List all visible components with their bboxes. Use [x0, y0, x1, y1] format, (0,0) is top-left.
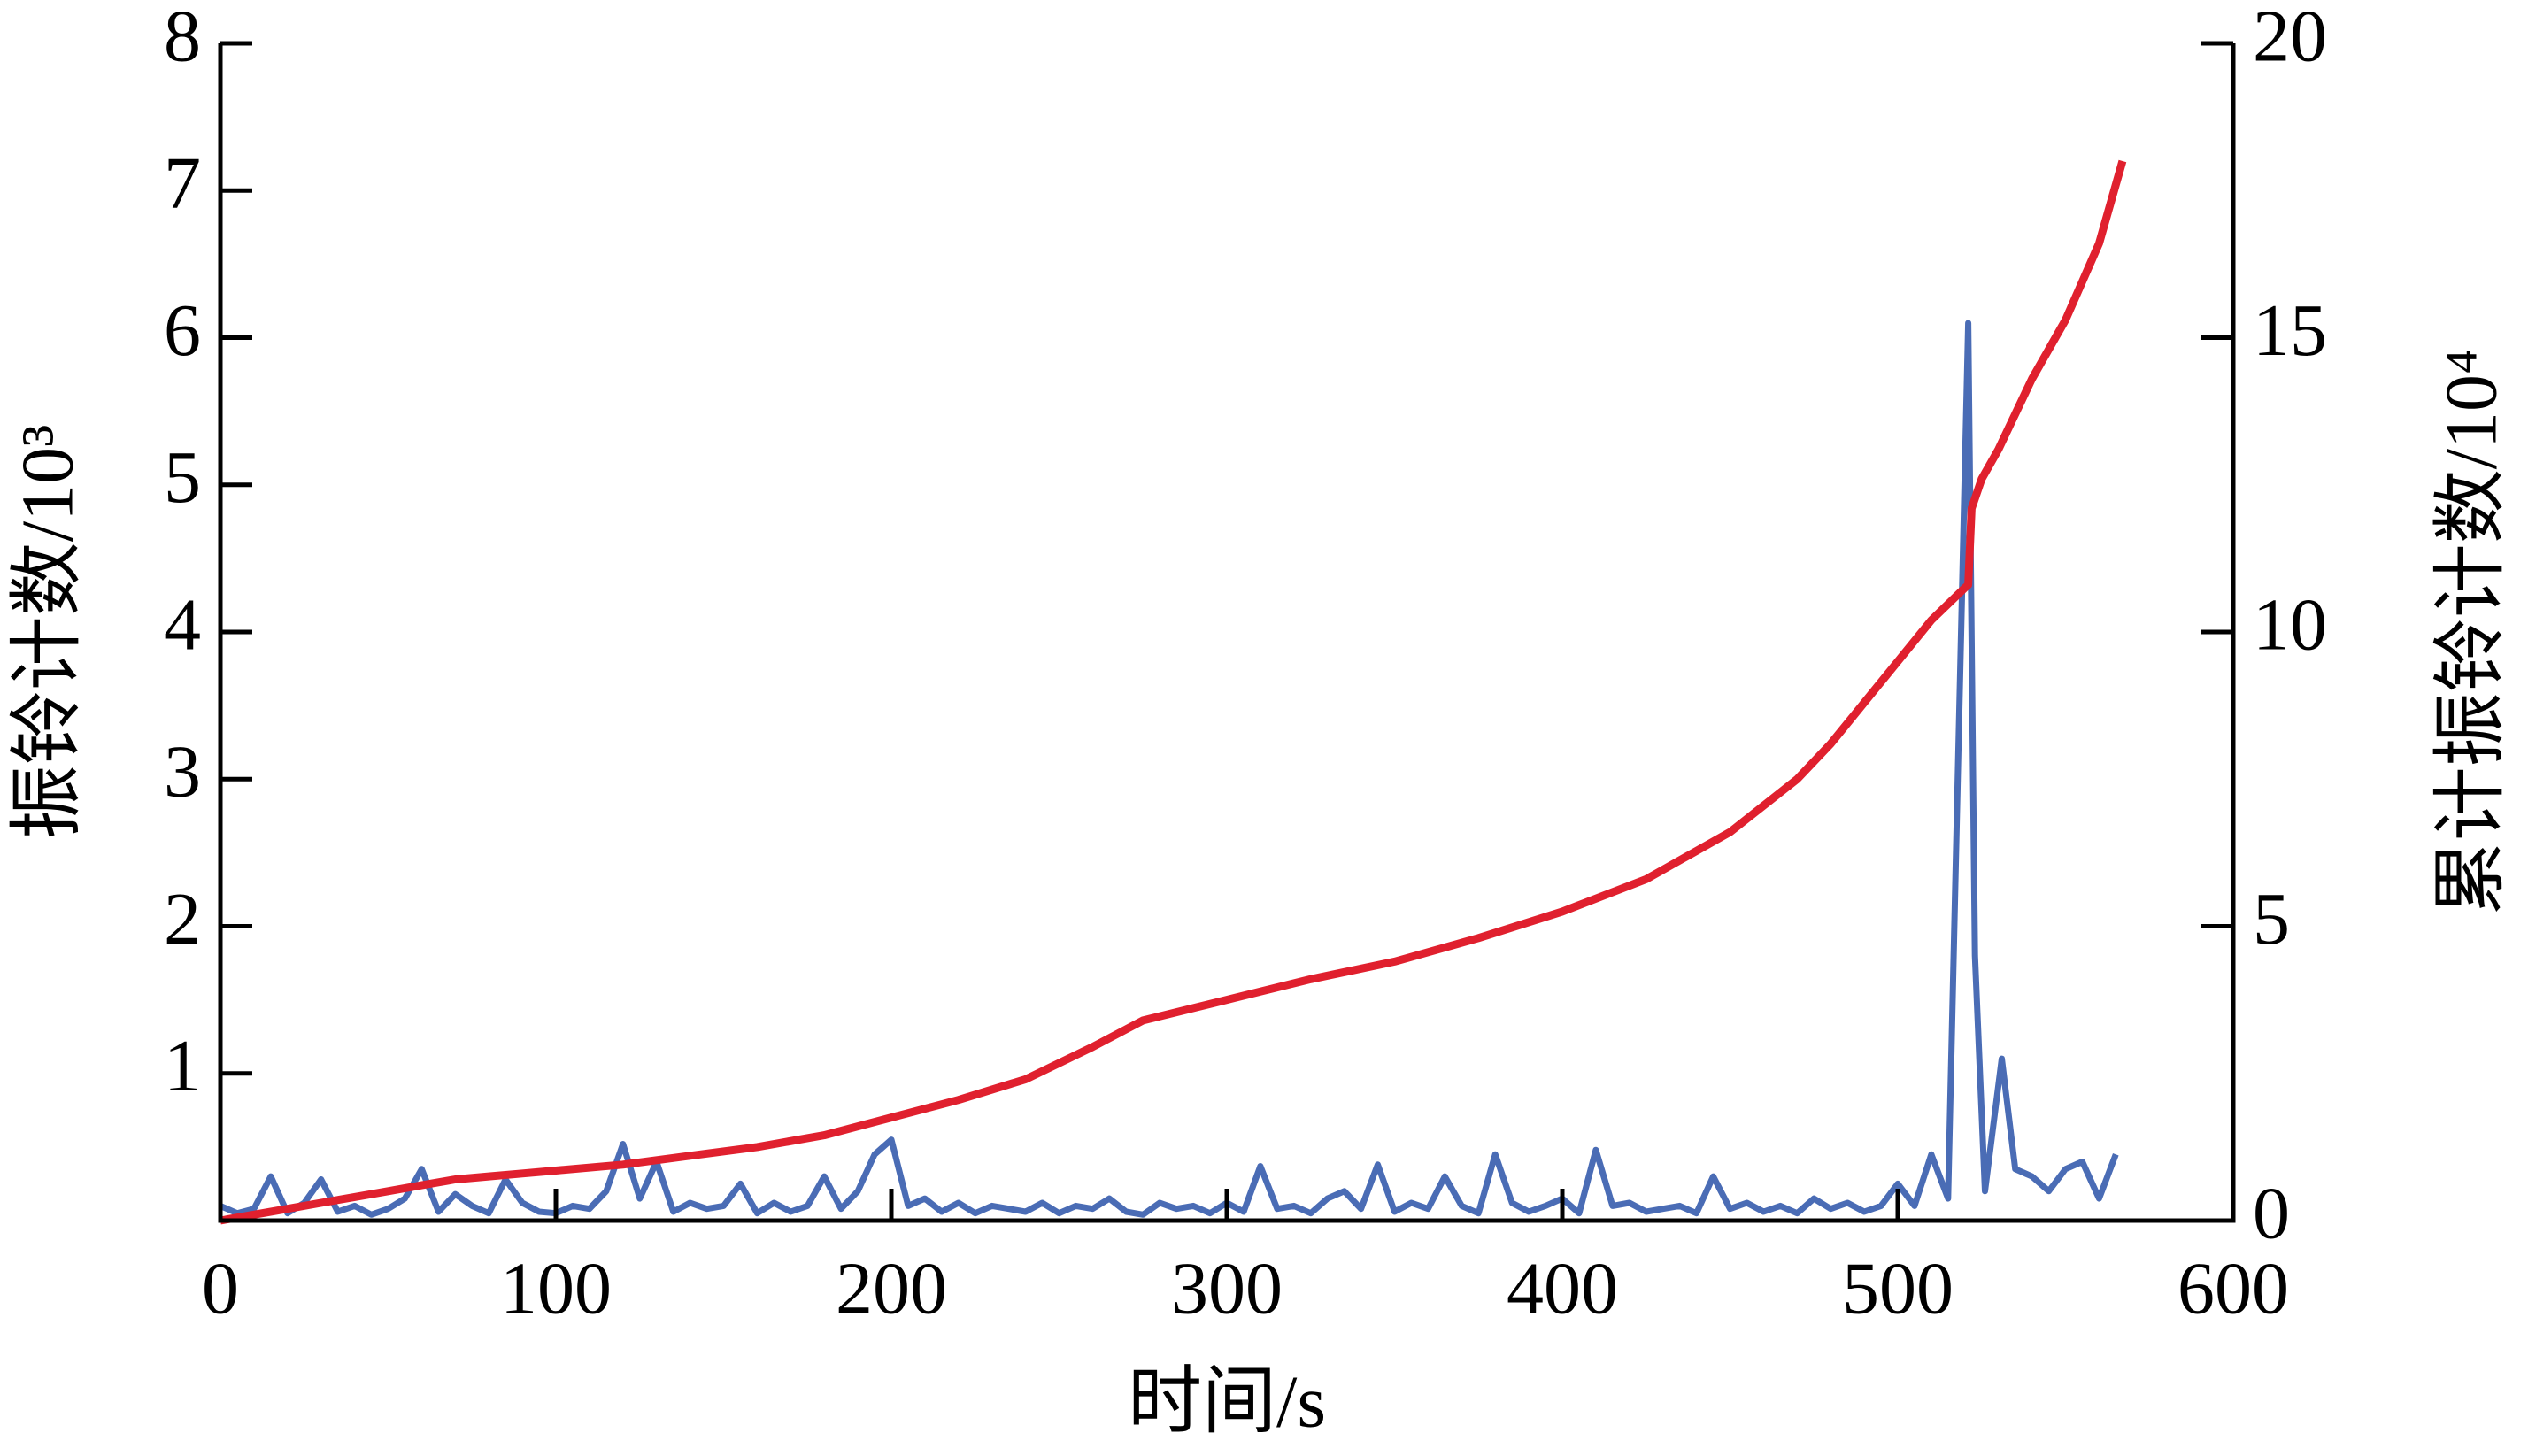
y-tick-label: 7	[164, 143, 201, 225]
x-tick-label: 400	[1507, 1247, 1618, 1329]
y-tick-label: 2	[164, 878, 201, 960]
data-line	[220, 159, 2127, 1225]
x-tick-label: 300	[1171, 1247, 1283, 1329]
x-tick-label: 600	[2177, 1247, 2289, 1329]
x-tick-label: 200	[836, 1247, 947, 1329]
y2-tick-label: 0	[2253, 1172, 2290, 1254]
y2-tick-label: 5	[2253, 878, 2290, 960]
y-tick-label: 8	[164, 0, 201, 77]
x-tick-label: 0	[202, 1247, 239, 1329]
y-tick-label: 6	[164, 289, 201, 372]
y-axis-label: 振铃计数/10³	[6, 425, 89, 840]
y2-tick-label: 10	[2253, 583, 2327, 666]
y-tick-label: 5	[164, 436, 201, 519]
x-tick-label: 100	[500, 1247, 612, 1329]
x-tick-label: 500	[1842, 1247, 1954, 1329]
data-line	[219, 320, 2119, 1218]
axis-frame	[218, 43, 2236, 1223]
y2-tick-label: 20	[2253, 0, 2327, 77]
y-tick-label: 3	[164, 731, 201, 813]
y2-axis-label: 累计振铃计数/10⁴	[2430, 349, 2512, 916]
y2-tick-label: 15	[2253, 289, 2327, 372]
y-tick-label: 1	[164, 1025, 201, 1107]
y-tick-label: 4	[164, 583, 201, 666]
x-axis-label: 时间/s	[1128, 1360, 1326, 1443]
